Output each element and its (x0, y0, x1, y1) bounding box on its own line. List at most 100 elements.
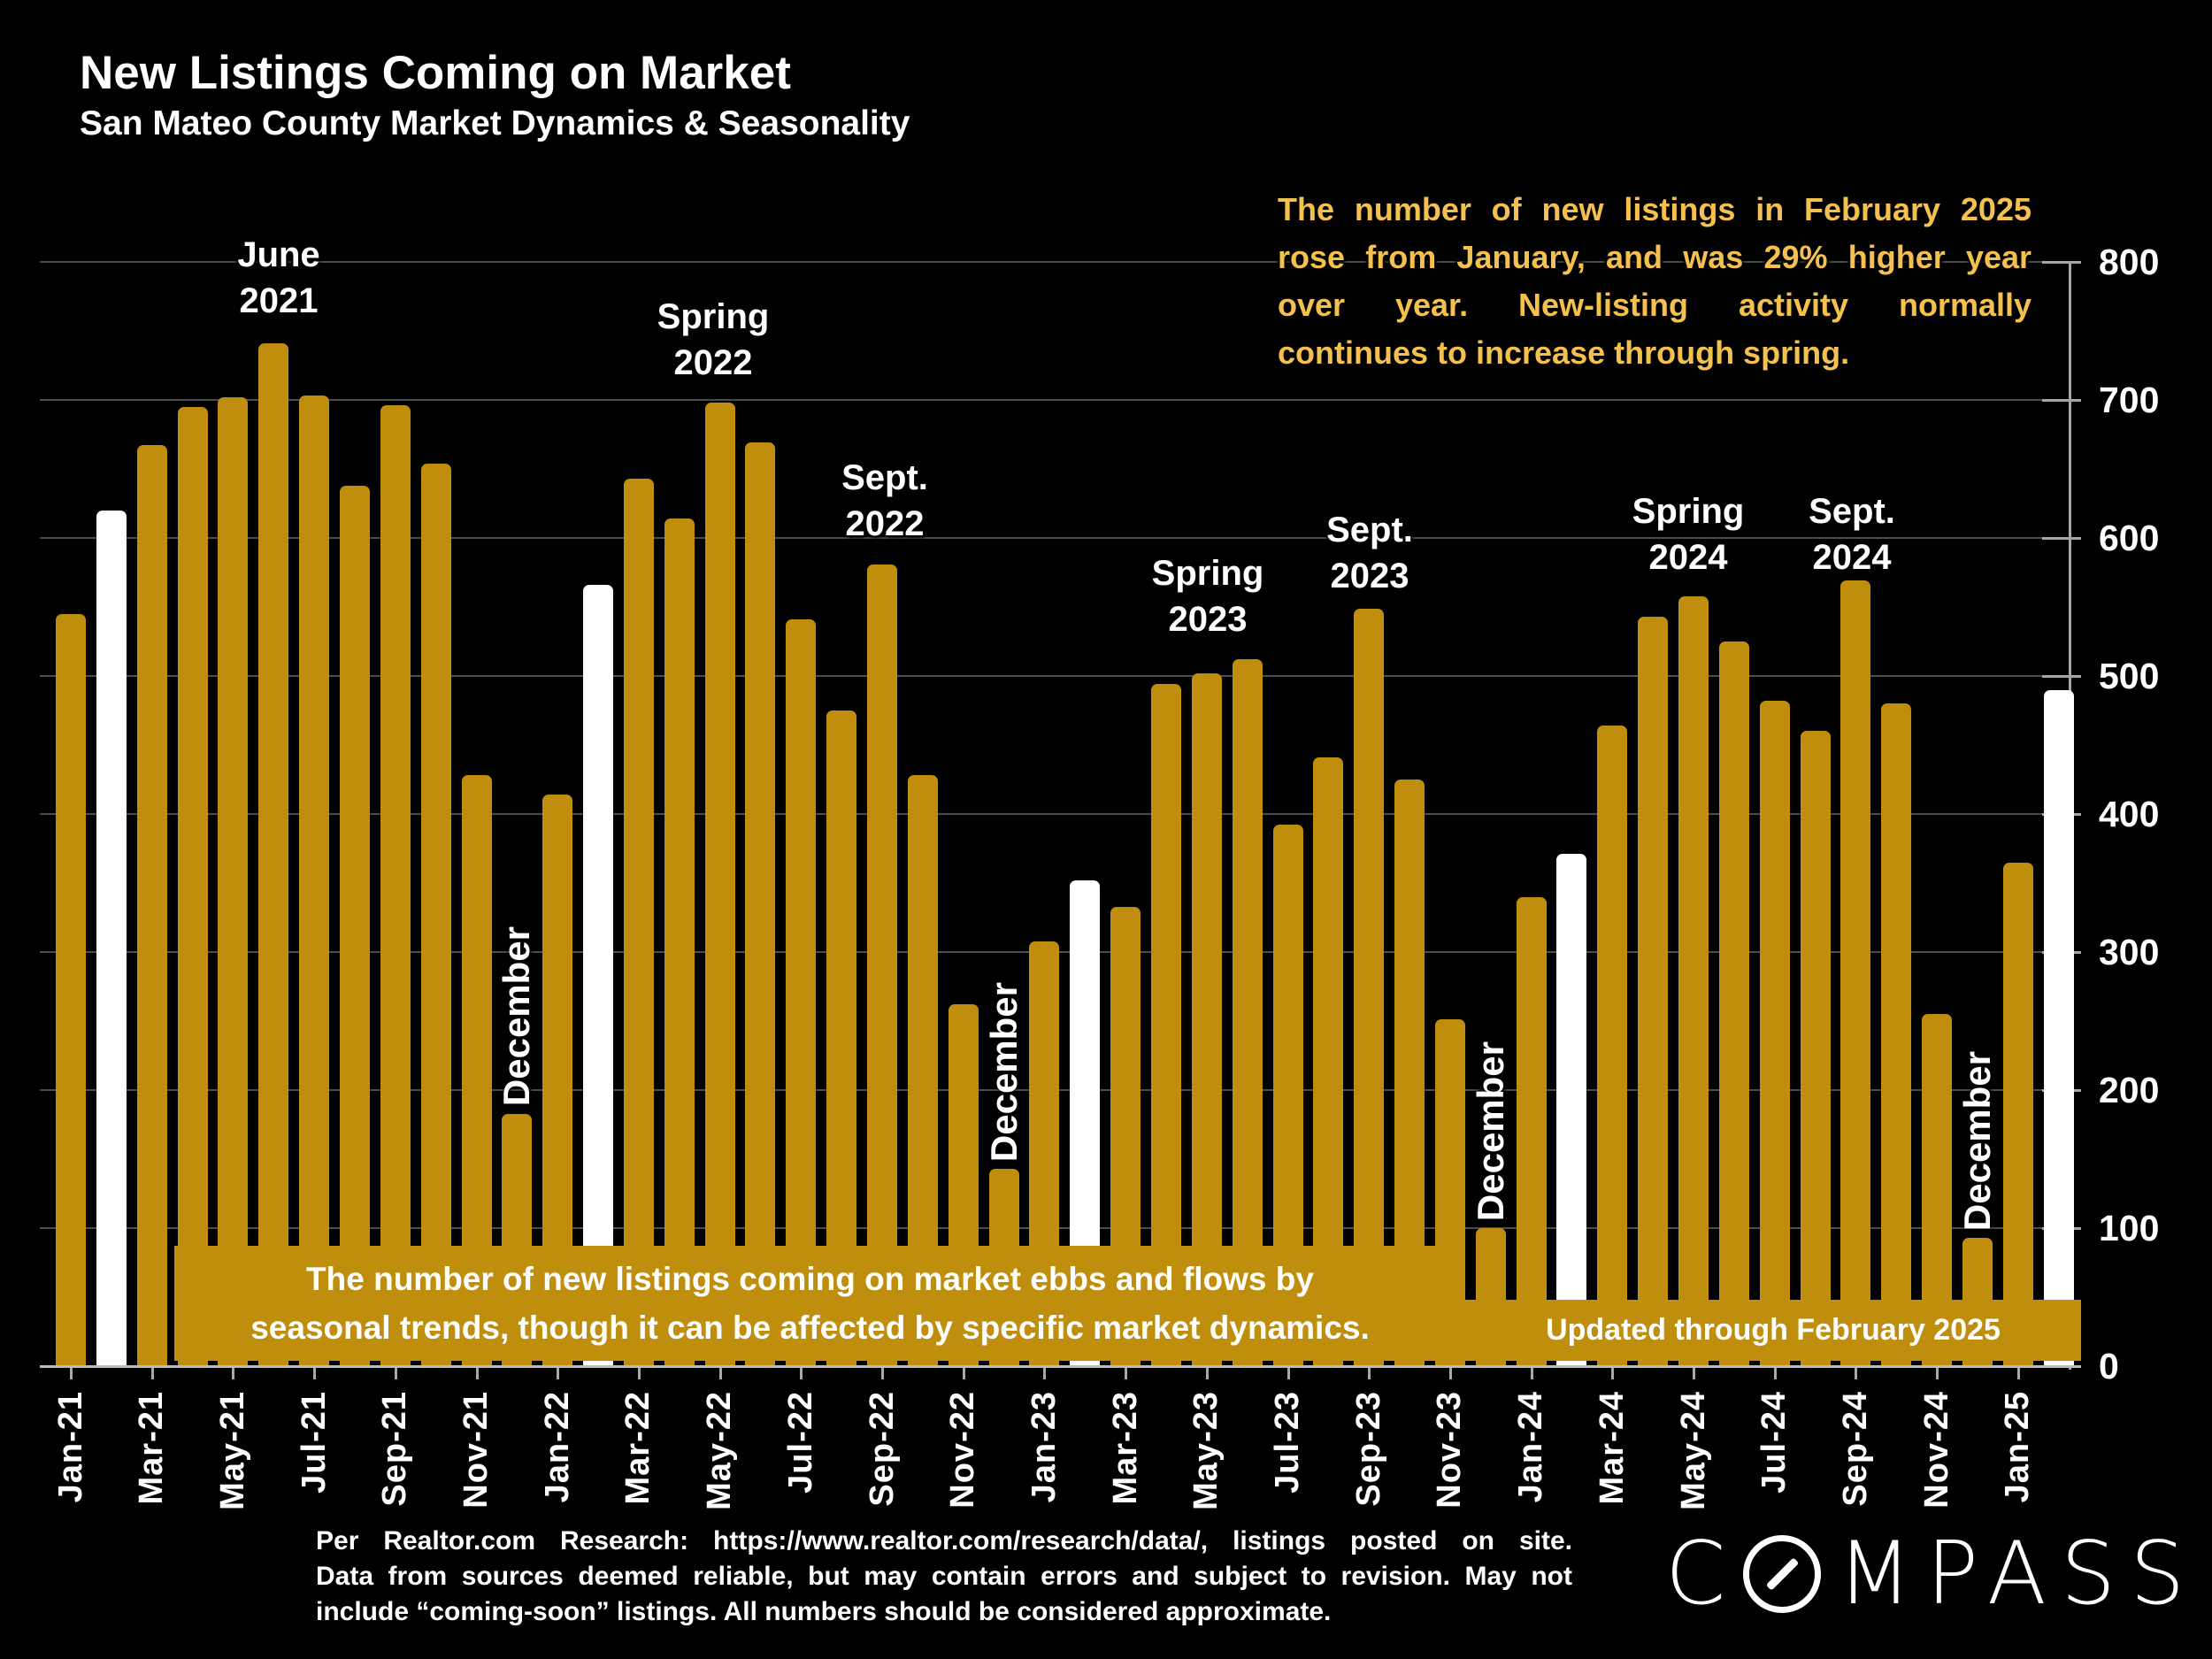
december-label-wrap: December (495, 824, 538, 1107)
x-axis-label-wrap: Mar-23 (1107, 1391, 1144, 1532)
x-axis-tick (394, 1368, 397, 1379)
bar-Jul-24 (1759, 701, 1790, 1366)
x-axis-label: Mar-23 (1106, 1391, 1144, 1505)
x-axis-label-wrap: Jan-24 (1512, 1391, 1550, 1532)
x-axis-tick (1773, 1368, 1777, 1379)
bar-May-24 (1678, 595, 1709, 1366)
x-axis-label-wrap: Mar-21 (133, 1391, 171, 1532)
x-axis-tick (557, 1368, 560, 1379)
season-annotation-line: 2023 (1330, 557, 1409, 595)
x-axis-tick (1936, 1368, 1939, 1379)
season-annotation-line: Spring (1632, 492, 1745, 531)
season-annotation: Sept. 2023 (1326, 507, 1413, 599)
y-axis-label: 200 (2099, 1070, 2160, 1110)
x-axis-label: Jul-21 (295, 1391, 333, 1494)
x-axis-tick (313, 1368, 317, 1379)
x-axis-label: Jul-22 (781, 1391, 819, 1494)
season-annotation: Spring 2023 (1152, 550, 1264, 642)
x-axis-label: May-24 (1674, 1391, 1712, 1510)
x-axis-label-wrap: Mar-24 (1594, 1391, 1631, 1532)
season-annotation: June 2021 (237, 232, 319, 324)
x-axis-label: Nov-24 (1917, 1391, 1955, 1509)
x-axis-label: Jan-25 (1999, 1391, 2037, 1503)
highlight-note-line: over year. New-listing activity normally (1278, 287, 2032, 323)
x-axis-label-wrap: May-24 (1675, 1391, 1712, 1532)
disclaimer: Per Realtor.com Research: https://www.re… (316, 1524, 1572, 1630)
x-axis-label: May-21 (213, 1391, 251, 1510)
x-axis-label: May-22 (701, 1391, 739, 1510)
x-axis-label-wrap: Nov-21 (457, 1391, 495, 1532)
y-axis-label: 400 (2099, 794, 2160, 834)
december-label-wrap: December (983, 879, 1025, 1162)
season-annotation: Spring 2022 (657, 294, 770, 386)
season-annotation: Sept. 2024 (1809, 488, 1895, 580)
x-axis-label: Jul-23 (1269, 1391, 1306, 1494)
x-axis-tick (881, 1368, 884, 1379)
x-axis-label: Sep-23 (1349, 1391, 1387, 1507)
bar-Jul-22 (786, 619, 817, 1366)
x-axis-tick (1125, 1368, 1128, 1379)
highlight-note-line: rose from January, and was 29% higher ye… (1278, 239, 2032, 275)
gridline (40, 261, 2070, 263)
compass-logo: C MPASS (1665, 1531, 2199, 1617)
bar-Aug-21 (339, 485, 370, 1366)
season-annotation-line: 2022 (673, 343, 753, 382)
compass-logo-c: C (1665, 1524, 1740, 1624)
bar-Aug-24 (1800, 731, 1831, 1366)
banner-main-line2: seasonal trends, though it can be affect… (250, 1310, 1370, 1346)
x-axis-label-wrap: Sep-24 (1837, 1391, 1874, 1532)
x-axis-label: Mar-21 (133, 1391, 171, 1505)
december-label: December (1469, 1041, 1511, 1221)
x-axis-label-wrap: Jul-22 (782, 1391, 819, 1532)
season-annotation-line: Sept. (1809, 492, 1895, 531)
bar-Sep-24 (1840, 580, 1871, 1366)
bar-Feb-21 (96, 510, 127, 1366)
x-axis-tick (1855, 1368, 1858, 1379)
gridline (40, 675, 2070, 677)
season-annotation-line: 2022 (845, 504, 925, 543)
x-axis-tick (70, 1368, 73, 1379)
x-axis-label: Mar-24 (1593, 1391, 1631, 1505)
y-axis-tick (2042, 399, 2081, 402)
x-axis-tick (800, 1368, 803, 1379)
season-annotation: Sept. 2022 (841, 455, 928, 547)
y-axis-label: 500 (2099, 656, 2160, 696)
december-label: December (495, 926, 538, 1107)
x-axis-label: May-23 (1187, 1391, 1225, 1510)
y-axis-tick (2042, 261, 2081, 264)
x-axis-tick (1693, 1368, 1695, 1379)
y-axis-label: 600 (2099, 518, 2160, 558)
y-axis-tick (2042, 675, 2081, 678)
x-axis-label-wrap: Nov-23 (1431, 1391, 1469, 1532)
x-axis-label-wrap: Mar-22 (619, 1391, 657, 1532)
highlight-note-line: The number of new listings in February 2… (1278, 191, 2032, 227)
x-axis-tick (1611, 1368, 1615, 1379)
season-annotation-line: Spring (1151, 554, 1264, 593)
compass-needle-icon (1765, 1557, 1800, 1591)
season-annotation-line: 2021 (239, 281, 319, 320)
season-annotation-line: Sept. (841, 458, 928, 497)
x-axis-label-wrap: May-23 (1187, 1391, 1225, 1532)
chart-banner-updated: Updated through February 2025 (1465, 1300, 2081, 1361)
disclaimer-line: include “coming-soon” listings. All numb… (316, 1597, 1332, 1626)
x-axis-label: Sep-21 (376, 1391, 414, 1507)
x-axis-label-wrap: Jul-21 (296, 1391, 333, 1532)
page-title: New Listings Coming on Market (80, 47, 791, 99)
y-axis-label: 100 (2099, 1208, 2160, 1248)
bar-Mar-22 (623, 478, 654, 1366)
x-axis-label-wrap: May-22 (701, 1391, 739, 1532)
page-subtitle: San Mateo County Market Dynamics & Seaso… (80, 104, 910, 142)
y-axis-label: 700 (2099, 380, 2160, 420)
x-axis-label: Nov-22 (944, 1391, 982, 1509)
x-axis-label-wrap: Sep-21 (376, 1391, 414, 1532)
bar-Jan-21 (56, 613, 86, 1366)
compass-logo-mpass: MPASS (1837, 1524, 2200, 1624)
bar-Mar-21 (136, 445, 167, 1366)
x-axis-label: Sep-24 (1836, 1391, 1874, 1507)
season-annotation-line: 2023 (1168, 600, 1248, 639)
banner-main-line1: The number of new listings coming on mar… (306, 1261, 1314, 1297)
y-axis-label: 0 (2099, 1346, 2119, 1386)
x-axis-label: Nov-21 (457, 1391, 495, 1509)
x-axis-label-wrap: Jul-24 (1755, 1391, 1793, 1532)
bar-Apr-22 (664, 518, 695, 1366)
